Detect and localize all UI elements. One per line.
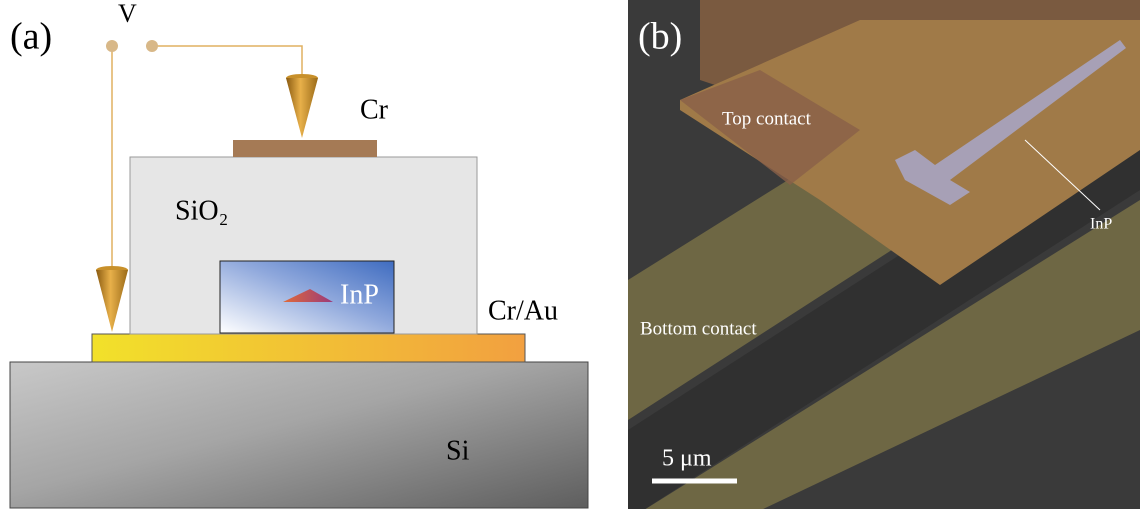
cr-label: Cr bbox=[360, 94, 389, 125]
voltage-label: V bbox=[118, 0, 137, 28]
panel-label: (a) bbox=[10, 16, 52, 58]
cr-au-layer bbox=[92, 334, 525, 362]
scale-bar-label: 5 μm bbox=[662, 446, 712, 472]
terminal bbox=[146, 40, 158, 52]
panel-b: (b) Top contact InP Bottom contact 5 μm bbox=[628, 0, 1140, 509]
si-substrate bbox=[10, 362, 588, 508]
top-contact-label: Top contact bbox=[722, 108, 812, 129]
si-label: Si bbox=[446, 435, 470, 466]
probe bbox=[286, 74, 318, 138]
cr-au-label: Cr/Au bbox=[488, 295, 558, 326]
inp-label: InP bbox=[1090, 216, 1112, 233]
panel-a: (a) V Cr SiO₂ InP Cr/Au Si bbox=[10, 0, 588, 508]
panel-label: (b) bbox=[638, 16, 682, 58]
bottom-contact-label: Bottom contact bbox=[640, 318, 757, 339]
inp-label: InP bbox=[340, 279, 379, 310]
sio2-label: SiO₂ bbox=[175, 195, 228, 226]
probe bbox=[96, 266, 128, 332]
figure: (a) V Cr SiO₂ InP Cr/Au Si (b) Top conta… bbox=[0, 0, 1140, 509]
cr-layer bbox=[233, 140, 377, 157]
terminal bbox=[106, 40, 118, 52]
